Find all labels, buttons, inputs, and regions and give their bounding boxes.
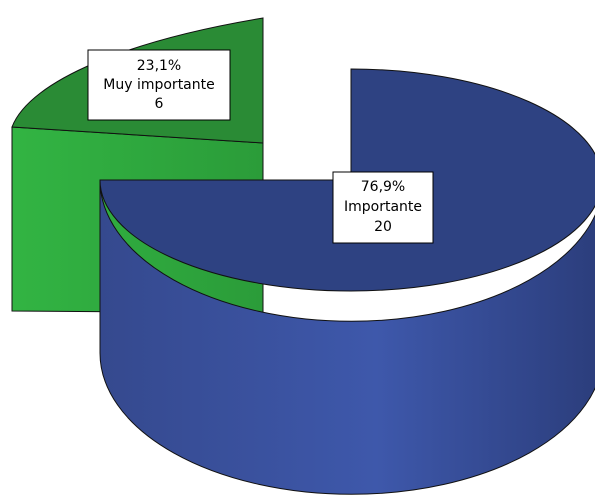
slice-importante-label: 76,9% Importante 20 bbox=[332, 171, 434, 244]
slice-importante-category: Importante bbox=[344, 199, 422, 215]
slice-muy-importante-percent: 23,1% bbox=[137, 58, 181, 74]
slice-importante-side bbox=[99, 179, 595, 495]
slice-muy-importante-count: 6 bbox=[155, 96, 164, 112]
slice-importante-count: 20 bbox=[374, 219, 392, 235]
slice-importante-label-box bbox=[332, 171, 434, 244]
slice-muy-importante-label-box bbox=[87, 49, 231, 121]
slice-muy-importante-label: 23,1% Muy importante 6 bbox=[87, 49, 231, 121]
slice-muy-importante-category: Muy importante bbox=[103, 77, 214, 93]
slice-importante-percent: 76,9% bbox=[361, 179, 405, 195]
